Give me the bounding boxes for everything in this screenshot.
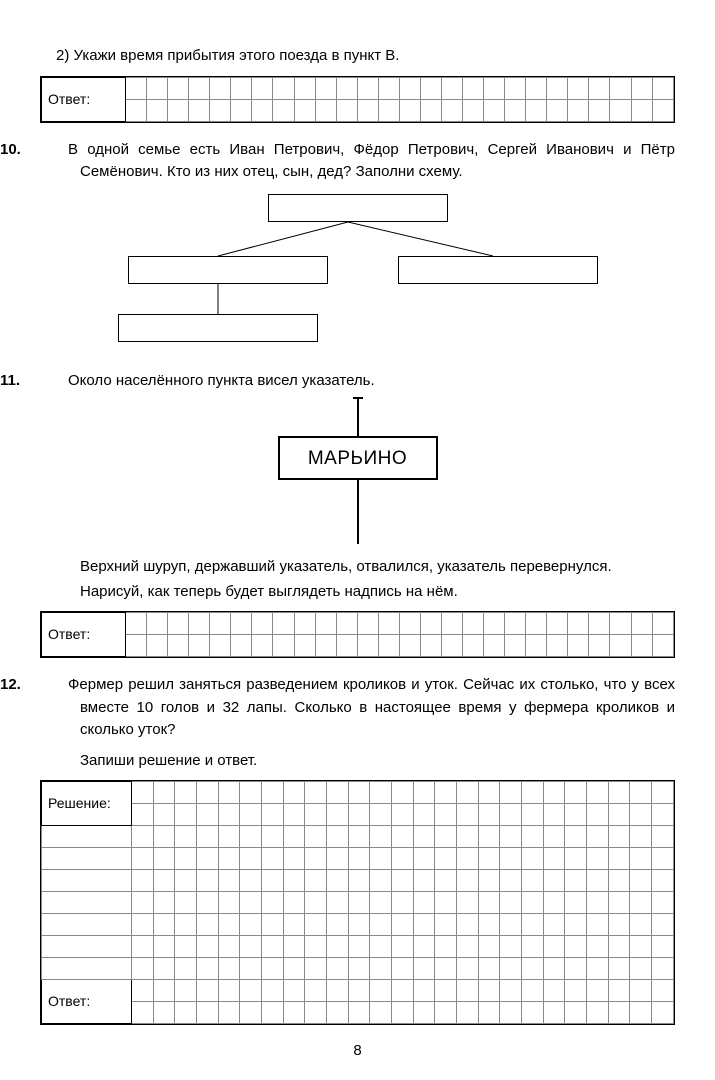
task12-instruct: Запиши решение и ответ.	[40, 750, 675, 773]
task11-text: Около населённого пункта висел указатель…	[68, 372, 375, 389]
answer-label-12: Ответ:	[42, 980, 132, 1024]
page-number: 8	[0, 1040, 715, 1063]
task12-line: 12.Фермер решил заняться разведением кро…	[40, 674, 675, 742]
answer-label-11: Ответ:	[42, 613, 126, 657]
tree-node-left[interactable]	[128, 256, 328, 284]
family-tree-diagram[interactable]	[98, 190, 618, 360]
answer-grid-11-table[interactable]: Ответ:	[41, 612, 674, 657]
task11-cont1: Верхний шуруп, державший указатель, отва…	[40, 556, 675, 579]
solution-label-12: Решение:	[42, 782, 132, 826]
answer-grid-9-table[interactable]: Ответ:	[41, 77, 674, 122]
task10-line: 10.В одной семье есть Иван Петрович, Фёд…	[40, 139, 675, 184]
signpost-diagram: МАРЬИНО	[228, 396, 488, 546]
task12-num: 12.	[40, 674, 68, 697]
tree-node-right[interactable]	[398, 256, 598, 284]
tree-node-bottom[interactable]	[118, 314, 318, 342]
task10-text: В одной семье есть Иван Петрович, Фёдор …	[68, 141, 675, 181]
task11-line: 11.Около населённого пункта висел указат…	[40, 370, 675, 393]
sign-board: МАРЬИНО	[278, 436, 438, 480]
task9-sub2-text: 2) Укажи время прибытия этого поезда в п…	[40, 45, 675, 68]
solution-grid-12-table[interactable]: Решение: Ответ:	[41, 781, 674, 1024]
task11-cont2: Нарисуй, как теперь будет выглядеть надп…	[40, 581, 675, 604]
task11-num: 11.	[40, 370, 68, 393]
answer-grid-9: Ответ:	[40, 76, 675, 123]
tree-node-top[interactable]	[268, 194, 448, 222]
task12-text: Фермер решил заняться разведением кролик…	[68, 676, 675, 738]
solution-grid-12: Решение: Ответ:	[40, 780, 675, 1025]
worksheet-page: 2) Укажи время прибытия этого поезда в п…	[0, 0, 715, 1080]
answer-label-9: Ответ:	[42, 77, 126, 121]
answer-grid-11: Ответ:	[40, 611, 675, 658]
task10-num: 10.	[40, 139, 68, 162]
